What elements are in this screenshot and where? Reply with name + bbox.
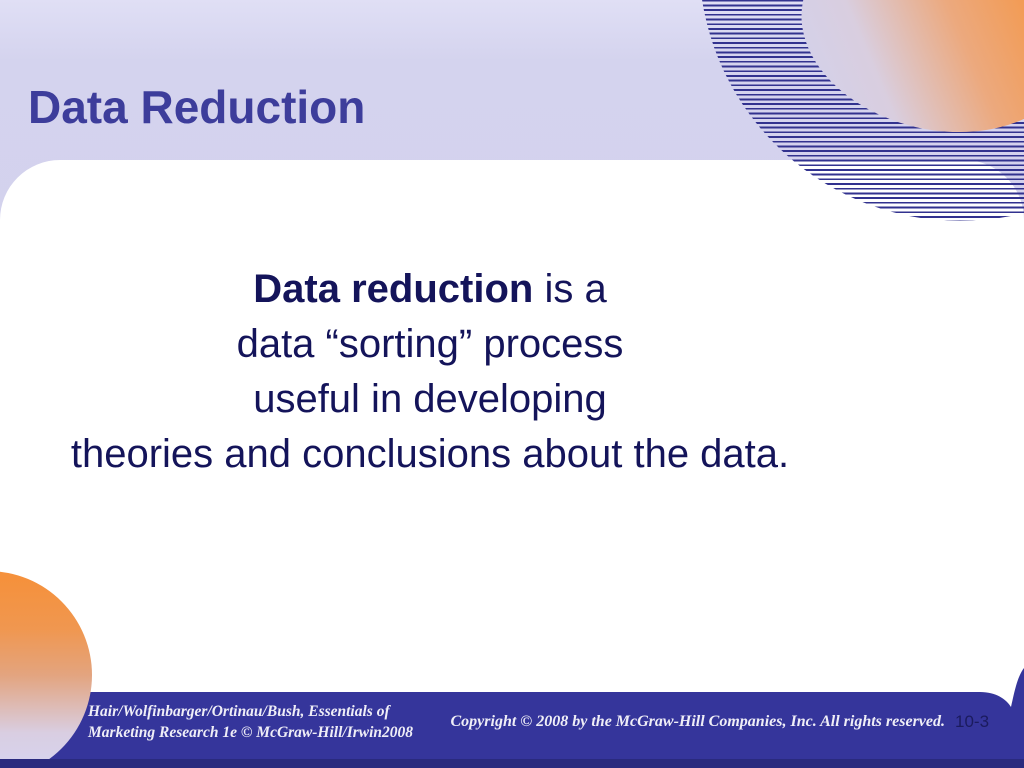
footer-copyright: Copyright © 2008 by the McGraw-Hill Comp…: [450, 713, 946, 730]
body-line-1: Data reduction is a: [40, 262, 820, 317]
body-line-3: useful in developing: [253, 377, 607, 421]
footer-credit-line-2: Marketing Research 1e © McGraw-Hill/Irwi…: [88, 724, 414, 741]
slide-title: Data Reduction: [28, 80, 366, 133]
body-line-4: theories and conclusions about the data.: [70, 432, 790, 476]
body-line-1-bold: Data reduction: [253, 267, 534, 311]
footer-bar: [0, 668, 1024, 768]
body-line-2: data “sorting” process: [236, 322, 624, 366]
footer-credit: Hair/Wolfinbarger/Ortinau/Bush, Essentia…: [88, 701, 413, 743]
footer-dark-strip: [0, 759, 1024, 768]
slide-body-text: Data reduction is a data “sorting” proce…: [40, 262, 820, 482]
footer-credit-line-1: Hair/Wolfinbarger/Ortinau/Bush, Essentia…: [88, 703, 390, 720]
slide-page-number: 10-3: [955, 712, 990, 731]
body-line-1-rest: is a: [533, 267, 607, 311]
content-card: [0, 160, 1024, 768]
